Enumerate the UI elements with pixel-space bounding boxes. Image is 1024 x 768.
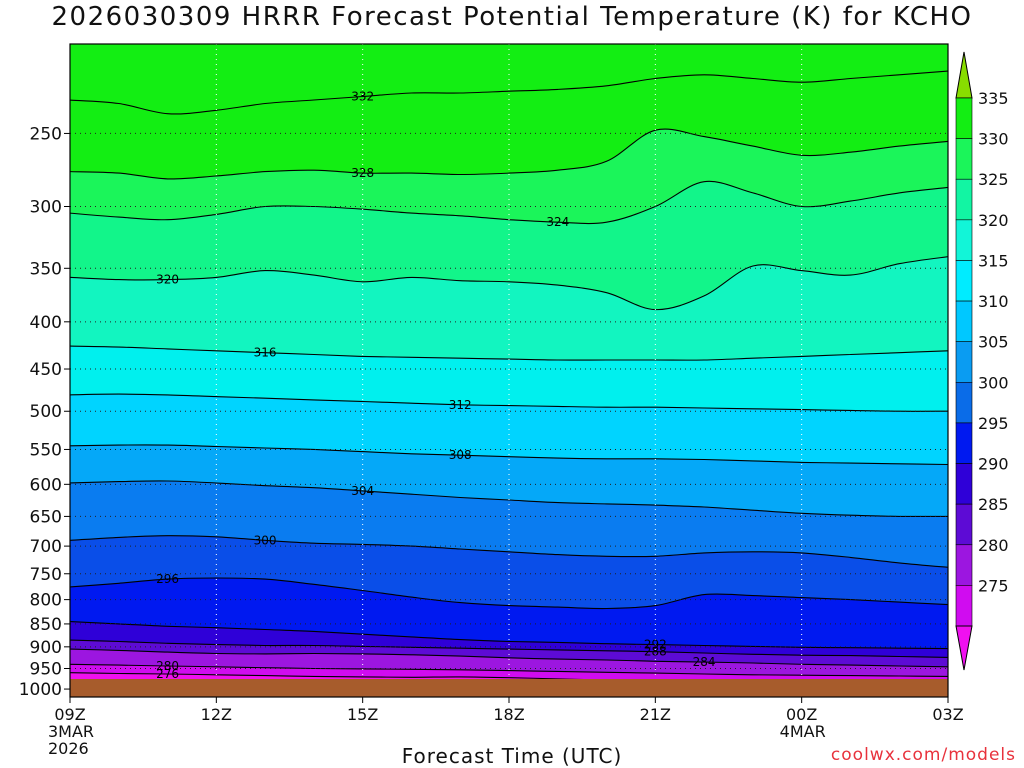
contour-label-320: 320	[156, 273, 179, 287]
x-date-sublabel: 3MAR	[48, 722, 95, 741]
contour-line-320	[70, 256, 948, 311]
colorbar-label: 305	[978, 333, 1009, 352]
y-tick-label: 250	[30, 124, 62, 144]
contour-label-300: 300	[254, 533, 277, 547]
y-tick-label: 300	[30, 198, 62, 218]
contour-label-324: 324	[546, 215, 569, 229]
contour-label-304: 304	[351, 484, 374, 498]
colorbar-segment	[955, 585, 973, 627]
y-tick-label: 900	[30, 638, 62, 658]
contour-label-280: 280	[156, 659, 179, 673]
colorbar-label: 295	[978, 414, 1009, 433]
colorbar-segment	[955, 544, 973, 586]
contour-line-328	[70, 128, 948, 180]
contour-label-284: 284	[693, 655, 716, 669]
colorbar-label: 315	[978, 251, 1009, 270]
contour-line-308	[70, 444, 948, 466]
x-tick-label: 03Z	[932, 705, 963, 724]
x-axis-title: Forecast Time (UTC)	[401, 744, 623, 768]
colorbar-segment	[955, 178, 973, 221]
x-tick-label: 15Z	[347, 705, 378, 724]
colorbar-label: 275	[978, 576, 1009, 595]
colorbar-segment	[955, 97, 973, 139]
colorbar: 335 330 325 320 315 310 305 300 295 290 285 280 275	[955, 51, 1009, 671]
y-tick-label: 850	[30, 615, 62, 635]
contour-label-296: 296	[156, 572, 179, 586]
contour-line-280	[70, 663, 948, 677]
y-axis: 250 300 350 400 450 500 550 600 650 700 750 800 850 9…	[19, 124, 70, 700]
colorbar-label: 335	[978, 89, 1009, 108]
contour-label-308: 308	[449, 448, 472, 462]
contour-line-300	[70, 535, 948, 568]
y-tick-label: 400	[30, 313, 62, 333]
x-axis: 09Z 12Z 15Z 18Z 21Z 00Z 03Z	[54, 697, 964, 724]
y-tick-label: 350	[30, 259, 62, 279]
x-tick-label: 21Z	[640, 705, 671, 724]
x-date-sublabel: 2026	[48, 739, 89, 758]
colorbar-segment	[955, 341, 973, 383]
y-tick-label: 950	[30, 660, 62, 680]
colorbar-segment	[955, 422, 973, 464]
y-tick-label: 500	[30, 402, 62, 422]
contour-label-276: 276	[156, 667, 179, 681]
colorbar-label: 300	[978, 373, 1009, 392]
contour-label-316: 316	[254, 346, 277, 360]
y-tick-label: 800	[30, 591, 62, 611]
colorbar-segment	[955, 260, 973, 302]
colorbar-label: 320	[978, 211, 1009, 230]
contour-label-332: 332	[351, 90, 374, 104]
colorbar-label: 290	[978, 455, 1009, 474]
y-tick-label: 1000	[19, 680, 62, 700]
band-fill-332	[70, 44, 948, 114]
colorbar-segment	[955, 138, 973, 180]
x-date-sublabel: 4MAR	[779, 722, 826, 741]
shaded-bands	[70, 44, 948, 697]
contour-line-296	[70, 577, 948, 610]
credit-link[interactable]: coolwx.com/models	[830, 745, 1016, 765]
colorbar-label: 330	[978, 130, 1009, 149]
contour-label-292: 292	[644, 638, 667, 652]
colorbar-label: 310	[978, 292, 1009, 311]
y-tick-label: 450	[30, 360, 62, 380]
x-tick-label: 00Z	[786, 705, 817, 724]
y-tick-label: 650	[30, 507, 62, 527]
contour-label-328: 328	[351, 166, 374, 180]
colorbar-bottom-arrow	[955, 625, 973, 671]
y-tick-label: 700	[30, 537, 62, 557]
ground-strip	[70, 679, 948, 697]
contour-label-312: 312	[449, 398, 472, 412]
contour-label-288: 288	[644, 645, 667, 659]
colorbar-segment	[955, 300, 973, 342]
y-tick-label: 550	[30, 440, 62, 460]
colorbar-label: 280	[978, 536, 1009, 555]
colorbar-segment	[955, 382, 973, 424]
contour-line-332	[70, 70, 948, 115]
x-tick-label: 18Z	[493, 705, 524, 724]
y-tick-label: 750	[30, 565, 62, 585]
colorbar-top-arrow	[955, 51, 973, 99]
colorbar-segment	[955, 219, 973, 261]
page-title: 2026030309 HRRR Forecast Potential Tempe…	[51, 2, 973, 32]
x-tick-label: 09Z	[54, 705, 85, 724]
contour-line-292	[70, 621, 948, 650]
colorbar-segment	[955, 463, 973, 505]
colorbar-label: 325	[978, 170, 1009, 189]
colorbar-segment	[955, 503, 973, 546]
colorbar-label: 285	[978, 495, 1009, 514]
y-tick-label: 600	[30, 475, 62, 495]
x-tick-label: 12Z	[201, 705, 232, 724]
